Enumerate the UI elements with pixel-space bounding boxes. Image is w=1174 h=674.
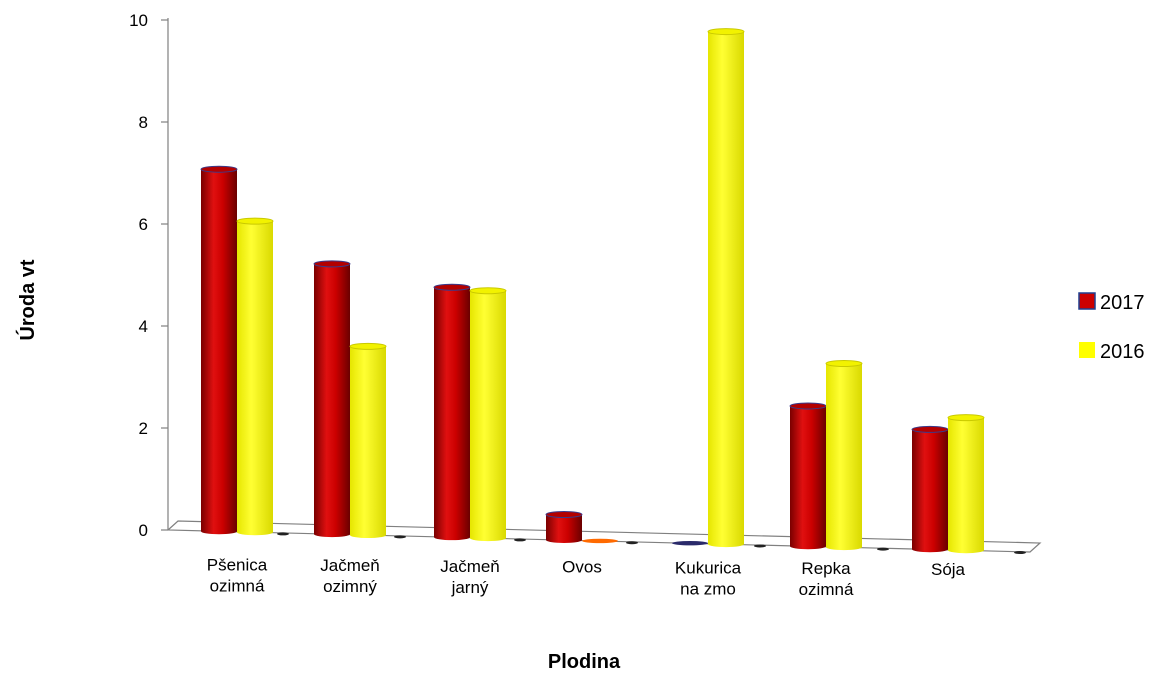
bar-2016-2 <box>470 290 506 539</box>
legend-label-2016: 2016 <box>1100 341 1145 363</box>
legend-swatch-2016 <box>1079 342 1095 358</box>
legend-item-2016: 2016 <box>1079 341 1145 363</box>
bar-top-2016-2 <box>469 287 507 295</box>
bar-base-2016-1 <box>350 532 386 539</box>
bar-2017-1 <box>314 263 350 535</box>
category-label: Kukurica na zmo <box>675 558 742 598</box>
bar-base-2016-2 <box>470 535 506 542</box>
bar-base-2017-1 <box>314 531 350 538</box>
bar-2017-3 <box>546 514 582 541</box>
category-label: Repka ozimná <box>799 559 854 599</box>
chart-floor <box>166 520 1042 553</box>
y-tick-label: 2 <box>139 419 148 438</box>
legend-item-2017: 2017 <box>1078 292 1145 314</box>
legend-label-2017: 2017 <box>1100 292 1145 314</box>
floor-marker <box>394 535 406 539</box>
bar-top-2017-3 <box>545 511 583 519</box>
floor-marker <box>877 547 889 551</box>
legend: 2017 2016 <box>1078 292 1145 363</box>
bar-top-2016-4 <box>707 28 745 36</box>
bar-2017-5 <box>790 405 826 547</box>
bar-base-2017-3 <box>546 537 582 544</box>
bar-top-2017-5 <box>789 402 827 410</box>
y-ticks: 0 2 4 6 8 10 <box>129 11 168 540</box>
category-label: Jačmeň ozimný <box>320 556 380 596</box>
floor-marker <box>514 538 526 542</box>
bar-base-2017-2 <box>434 534 470 541</box>
bar-top-2017-0 <box>200 165 238 173</box>
bar-2016-6 <box>948 417 984 551</box>
bar-base-2016-6 <box>948 547 984 554</box>
bar-top-2016-1 <box>349 342 387 350</box>
y-axis-title: Úroda vt <box>15 259 39 340</box>
category-label: Jačmeň jarný <box>440 557 500 597</box>
legend-swatch-2017 <box>1078 292 1096 310</box>
bar-2016-1 <box>350 346 386 536</box>
bar-2017-2 <box>434 287 470 538</box>
floor-marker <box>626 541 638 545</box>
bar-base-2017-0 <box>201 528 237 535</box>
bar-top-2017-2 <box>433 283 471 291</box>
bar-base-2017-6 <box>912 546 948 553</box>
category-label: Pšenica ozimná <box>207 555 268 595</box>
x-axis-title: Plodina <box>548 651 621 673</box>
bar-top-2016-5 <box>825 360 863 368</box>
bar-2017-6 <box>912 429 948 550</box>
bar-top-2017-6 <box>911 425 949 433</box>
y-tick-label: 6 <box>139 215 148 234</box>
bar-top-2016-6 <box>947 414 985 422</box>
floor-marker <box>277 532 289 536</box>
category-label: Sója <box>931 560 966 579</box>
y-tick-label: 0 <box>139 521 148 540</box>
bar-2016-5 <box>826 363 862 548</box>
floor-marker <box>1014 551 1026 555</box>
category-label: Ovos <box>562 558 602 577</box>
bar-top-2016-0 <box>236 217 274 225</box>
y-tick-label: 4 <box>139 317 148 336</box>
floor-marker <box>754 544 766 548</box>
bar-2016-4 <box>708 31 744 545</box>
bar-base-2017-5 <box>790 543 826 550</box>
category-labels: Pšenica ozimná Jačmeň ozimný Jačmeň jarný Ovos… <box>207 555 966 599</box>
bar-2017-0 <box>201 169 237 532</box>
bar-base-2016-0 <box>237 529 273 536</box>
bar-top-2017-1 <box>313 260 351 268</box>
y-tick-label: 8 <box>139 113 148 132</box>
bars <box>200 28 1026 555</box>
bar-base-2016-4 <box>708 541 744 548</box>
bar-2016-3 <box>582 538 618 544</box>
bar-2016-0 <box>237 221 273 533</box>
y-tick-label: 10 <box>129 11 148 30</box>
bar-2017-4 <box>672 541 708 546</box>
bar-base-2016-5 <box>826 544 862 551</box>
